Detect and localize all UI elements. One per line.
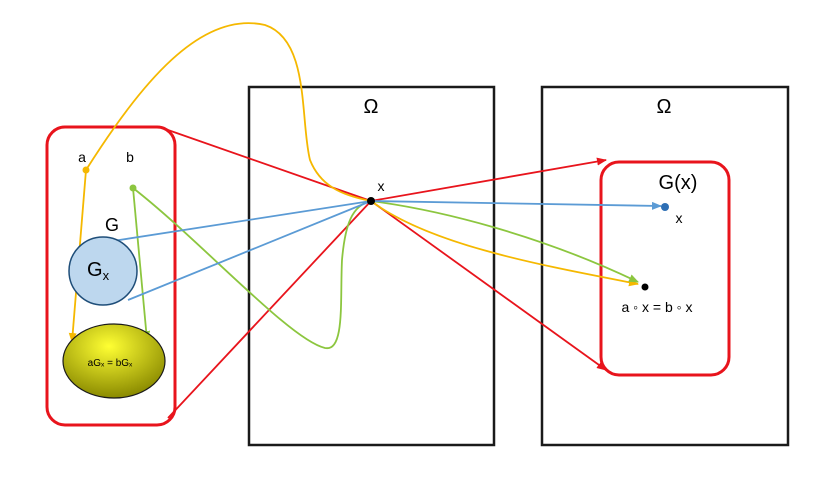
- orbit-equation: a ◦ x = b ◦ x: [621, 299, 692, 315]
- green-arrow-b-to-coset: [132, 187, 151, 341]
- label-a: a: [78, 149, 86, 165]
- orbit-point-ax: [641, 283, 649, 291]
- yellow-arrow-x-to-point: [370, 200, 639, 287]
- stabilizer-label: Gx: [87, 259, 110, 283]
- red-arrow-bottom: [370, 200, 607, 371]
- omega-label-right: Ω: [657, 96, 672, 118]
- red-arrow-top: [370, 157, 607, 202]
- label-point-x: x: [378, 178, 385, 194]
- blue-line-bottom: [127, 200, 372, 301]
- label-G: G: [105, 215, 119, 235]
- red-line-top: [167, 129, 372, 202]
- green-arrow-x-to-point: [370, 200, 639, 283]
- point-x: [367, 197, 375, 205]
- orbit-point-x-label: x: [676, 210, 683, 226]
- omega-box-right: [540, 85, 790, 447]
- coset-label: aGₓ = bGₓ: [88, 358, 133, 369]
- orbit-point-x: [661, 203, 669, 211]
- blue-line-top: [99, 200, 372, 244]
- stabilizer-circle: [68, 236, 138, 306]
- stabilizer-label-main: G: [87, 259, 103, 281]
- omega-box-left: [247, 85, 496, 447]
- yellow-curve-a-to-x: [85, 22, 372, 202]
- stabilizer-label-sub: x: [103, 268, 110, 283]
- orbit-label: G(x): [659, 172, 698, 194]
- label-b: b: [126, 149, 134, 165]
- orbit-box: [599, 160, 731, 377]
- omega-label-left: Ω: [364, 96, 379, 118]
- green-curve-b-to-x: [132, 187, 372, 349]
- coset-ellipse: [62, 323, 166, 399]
- point-a: [82, 166, 90, 174]
- point-b: [129, 184, 137, 192]
- blue-arrow-x-to-orbit-x: [370, 200, 662, 210]
- group-box: [45, 125, 177, 427]
